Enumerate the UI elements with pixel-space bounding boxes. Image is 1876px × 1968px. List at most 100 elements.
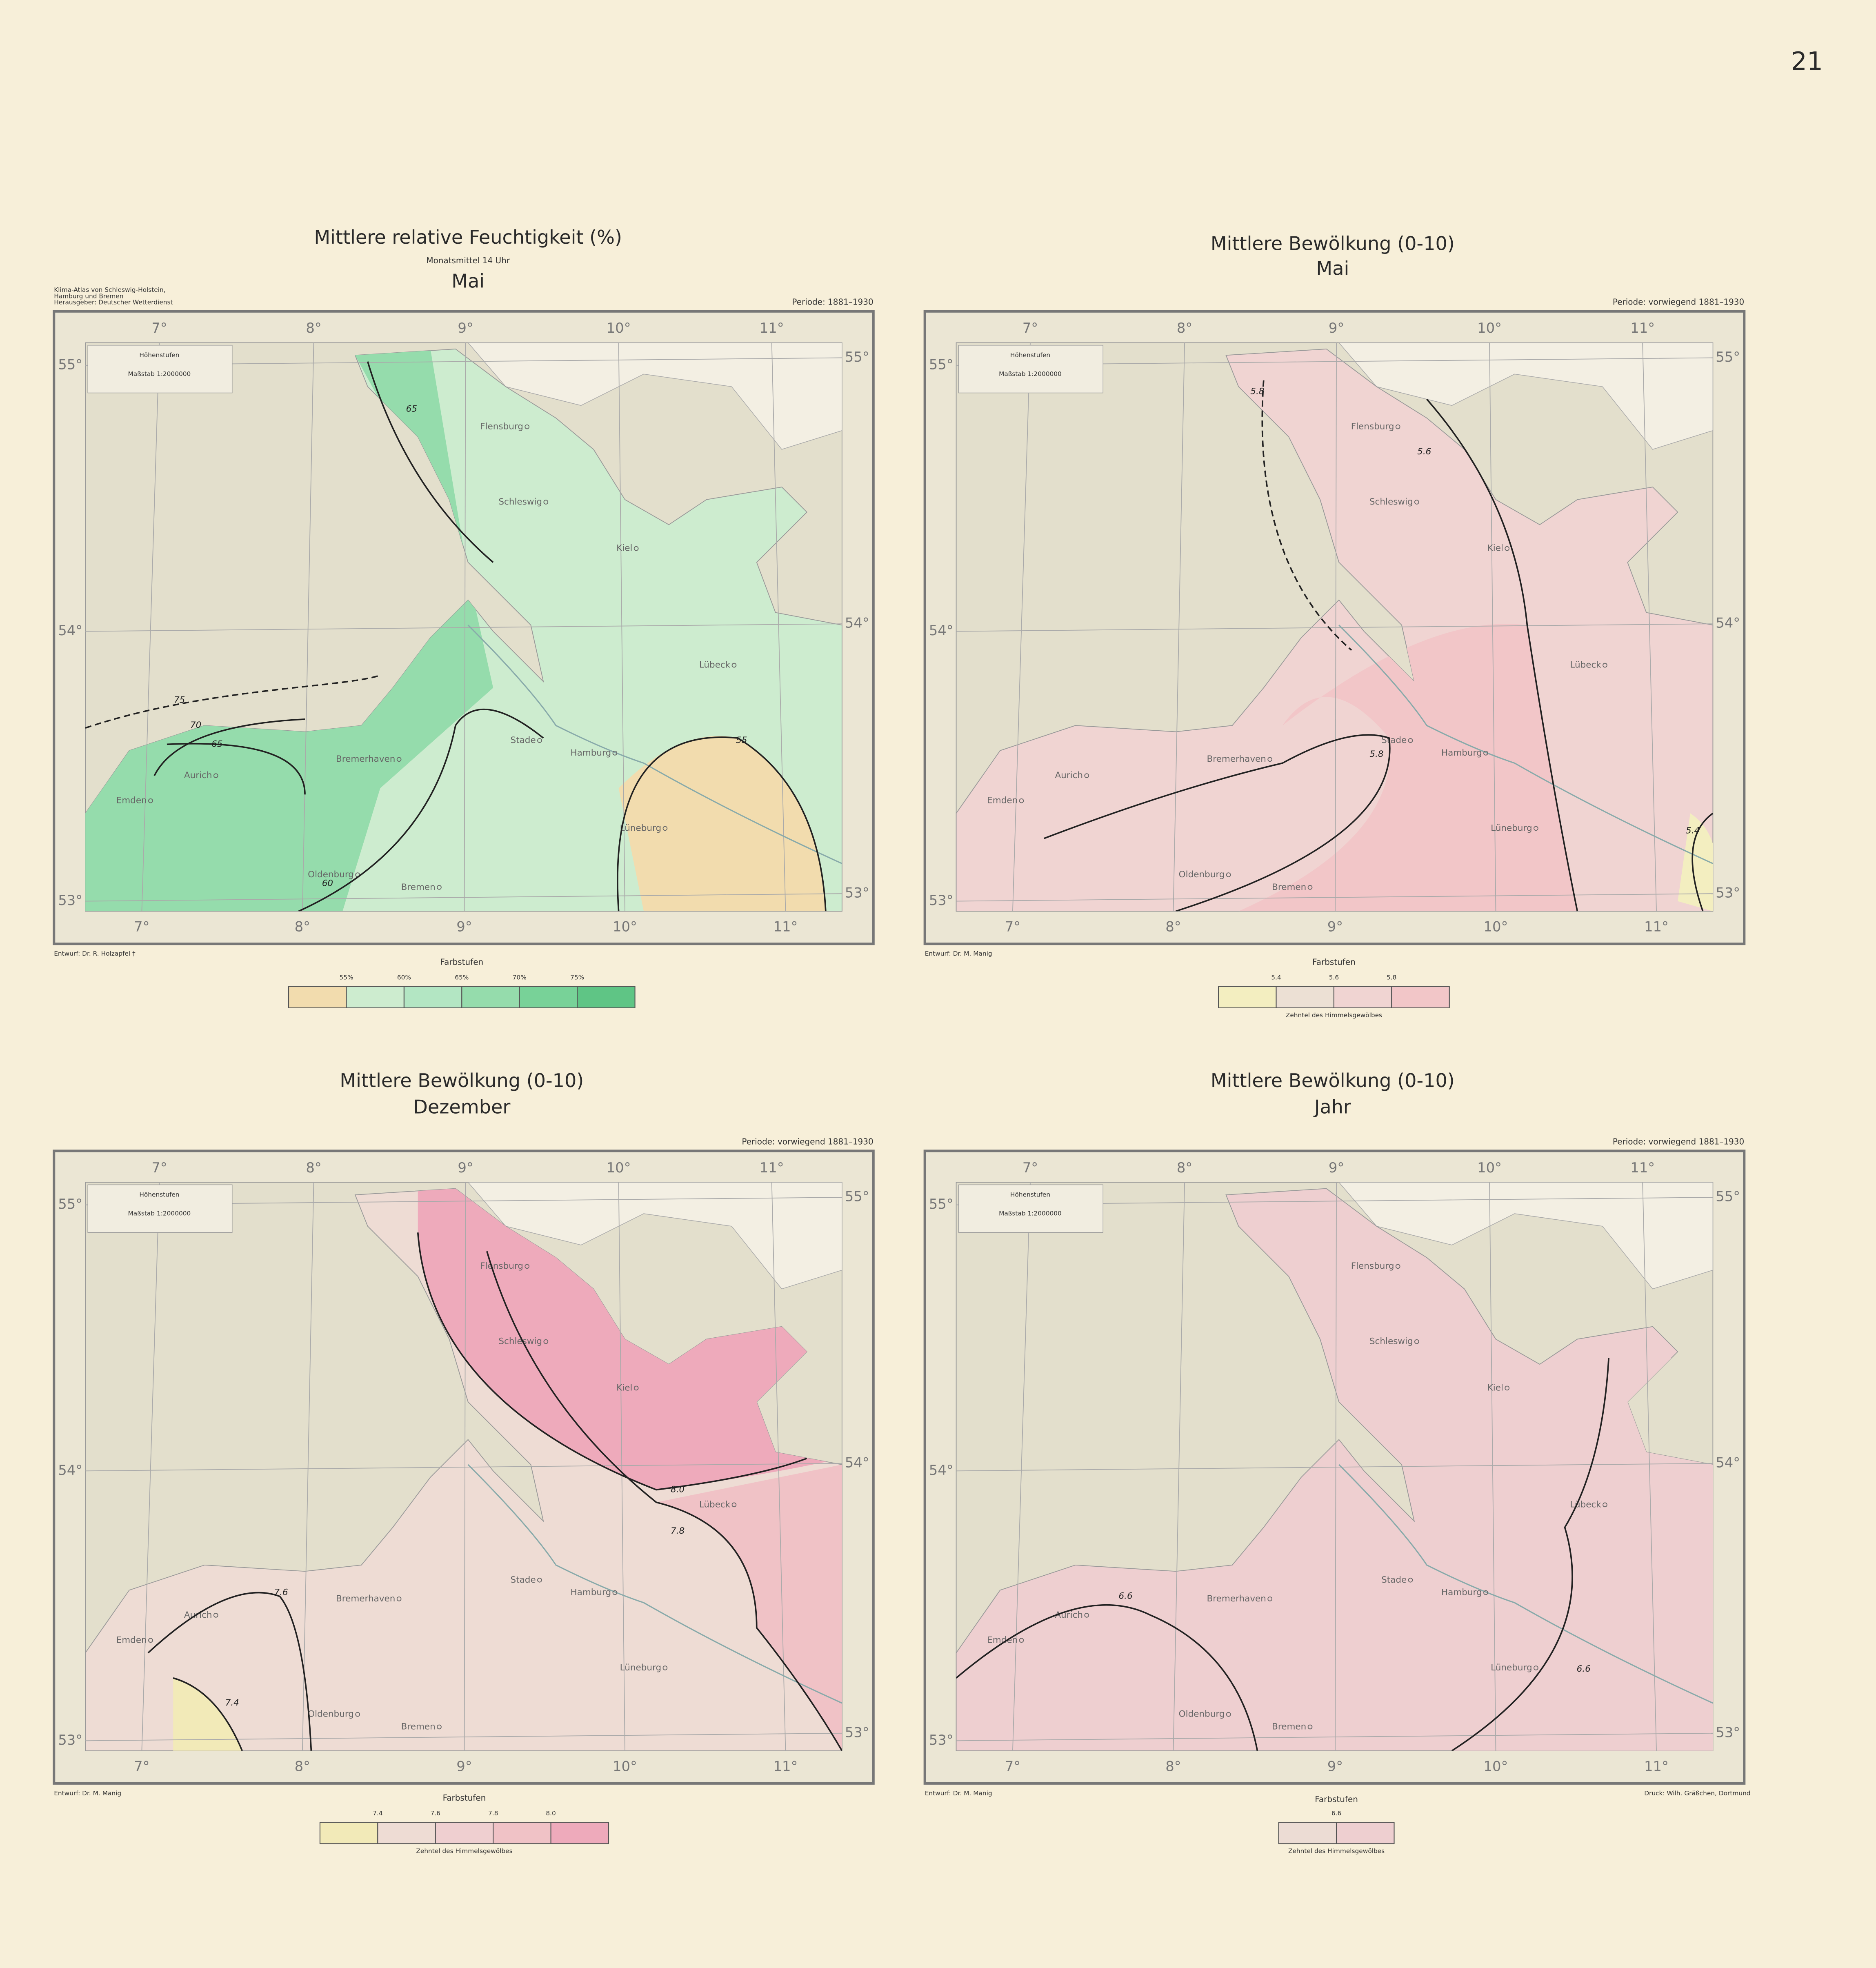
longitude-label: 10° [1477,1160,1502,1176]
latitude-label: 55° [845,349,869,365]
isoline-label: 60 [322,878,333,889]
map-month: Jahr [1313,1096,1351,1118]
city-dot [731,663,737,668]
city-dot [633,546,639,551]
city-dot [662,1666,668,1670]
city-dot [1395,424,1400,429]
legend-swatch [346,986,405,1008]
inset-title: Höhenstufen [139,351,179,359]
longitude-label: 8° [1177,1160,1192,1176]
city-label: Flensburg [480,1261,523,1271]
parallel [85,1463,842,1472]
meridian [141,342,160,912]
city-label: Bremen [401,882,436,892]
city-dot [437,1724,442,1730]
city-label: Lübeck [1570,660,1601,670]
map-subtitle: Monatsmittel 14 Uhr [426,256,510,265]
longitude-label: 10° [1484,1758,1508,1774]
city-dot [396,757,402,762]
city-dot [1483,1590,1488,1595]
city-label: Oldenburg [1179,869,1225,880]
isoline [486,1251,842,1751]
parallel [956,1732,1713,1741]
legend-caption: Zehntel des Himmelsgewölbes [1286,1012,1382,1019]
map: 7° 7° 8° 8° 9° 9° 10° 10° 11° 11° 55° 55° 54° 54° 53° 5… [53,1150,875,1785]
isoline [1044,734,1391,912]
legend-label: 7.8 [488,1810,498,1817]
period: Periode: vorwiegend 1881–1930 [742,1136,873,1146]
map: 7° 7° 8° 8° 9° 9° 10° 10° 11° 11° 55° 55° 54° 54° 53° 5… [53,310,875,945]
atlas-note: Hamburg und Bremen [54,292,123,300]
longitude-label: 8° [295,1758,310,1774]
city-label: Aurich [1055,770,1083,781]
city-label: Aurich [184,770,212,781]
denmark [1338,1182,1714,1290]
longitude-label: 8° [1177,320,1192,336]
legend-label: 55% [339,974,353,981]
color-region [173,1678,242,1751]
longitude-label: 10° [613,919,637,935]
latitude-label: 54° [58,623,82,638]
city-label: Schleswig [1369,1336,1413,1347]
longitude-label: 9° [1329,320,1344,336]
isoline [1451,1358,1610,1751]
city-dot [1395,1264,1400,1269]
city-dot [213,1613,218,1618]
latitude-label: 55° [58,1196,82,1212]
latitude-label: 55° [1716,1189,1740,1205]
isoline [85,674,381,729]
color-region [1451,1358,1713,1751]
longitude-label: 10° [607,1160,631,1176]
credit: Entwurf: Dr. M. Manig [54,1790,121,1797]
isoline [298,708,544,912]
city-label: Flensburg [1351,422,1394,432]
longitude-label: 10° [1484,919,1508,935]
regions [1238,624,1713,912]
inset-title: Höhenstufen [1010,351,1050,359]
city-dot [662,826,668,831]
period: Periode: 1881–1930 [792,297,873,307]
legend-label: 70% [513,974,527,981]
meridian [1173,1182,1185,1751]
meridian [464,1182,466,1751]
latitude-label: 55° [845,1189,869,1205]
latitude-label: 54° [1716,1454,1740,1470]
city-dot [1534,826,1538,831]
legend-title: Farbstufen [440,957,484,967]
city-label: Schleswig [498,497,542,507]
city-dot [1603,1502,1607,1508]
denmark [467,1182,842,1290]
latitude-label: 53° [929,892,954,908]
city-dot [731,1502,737,1508]
graticule [85,1182,842,1751]
legend-swatch [1278,1822,1337,1844]
meridian [1012,1182,1031,1751]
latitude-label: 55° [929,1196,954,1212]
parallel [956,1463,1713,1472]
city-dot [1408,1577,1413,1583]
city-label: Bremerhaven [1207,1594,1266,1604]
isoline [147,1592,312,1751]
longitude-label: 11° [760,1160,784,1176]
legend-swatch [461,986,520,1008]
longitude-label: 8° [1165,1758,1181,1774]
city-dot [537,1577,542,1583]
map-title: Mittlere Bewölkung (0-10) [340,1070,584,1092]
meridian [1335,1182,1337,1751]
city-label: Bremerhaven [1207,754,1266,764]
city-dot [633,1385,639,1391]
city-dot [612,1590,618,1595]
isolines [956,1358,1610,1751]
city-dot [1534,1666,1538,1670]
city-label: Flensburg [1351,1261,1394,1271]
isolines [85,361,827,912]
parallel [85,623,842,632]
city-label: Aurich [1055,1610,1083,1620]
map: 7° 7° 8° 8° 9° 9° 10° 10° 11° 11° 55° 55° 54° 54° 53° 5… [923,310,1746,945]
city-label: Stade [511,1575,536,1585]
longitude-label: 7° [1005,1758,1020,1774]
isoline-label: 7.8 [671,1526,685,1536]
city-label: Bremen [1272,882,1306,892]
legend-caption: Zehntel des Himmelsgewölbes [1288,1847,1385,1855]
